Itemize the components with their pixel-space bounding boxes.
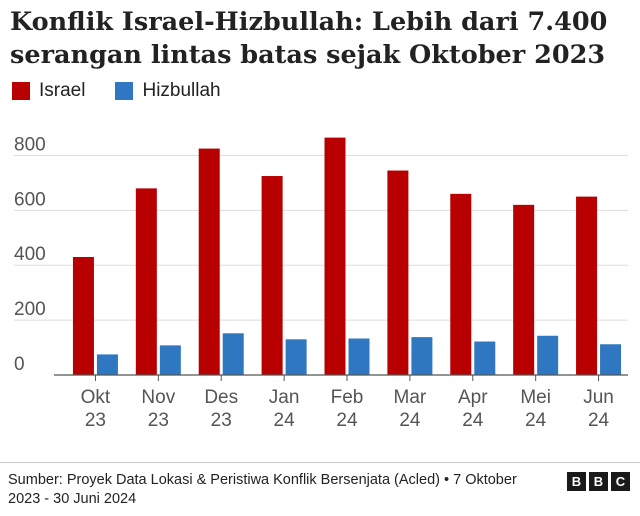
legend-label-israel: Israel bbox=[39, 80, 86, 101]
bar-hizbullah-apr bbox=[474, 341, 496, 375]
bar-israel-feb bbox=[324, 137, 346, 375]
y-tick-label: 600 bbox=[14, 189, 46, 210]
bar-israel-des bbox=[198, 148, 220, 375]
bar-israel-mei bbox=[513, 204, 535, 375]
bar-israel-okt bbox=[72, 256, 94, 375]
y-tick-label: 200 bbox=[14, 299, 46, 320]
x-tick-label-month: Jan bbox=[269, 387, 300, 408]
source-note: Sumber: Proyek Data Lokasi & Peristiwa K… bbox=[8, 472, 517, 507]
bar-israel-nov bbox=[135, 188, 157, 375]
x-tick-label-year: 24 bbox=[462, 410, 484, 431]
bar-hizbullah-feb bbox=[348, 338, 370, 375]
bar-hizbullah-nov bbox=[159, 345, 181, 375]
legend-swatch-israel bbox=[12, 82, 30, 100]
x-tick-label-year: 23 bbox=[85, 410, 106, 431]
bar-hizbullah-jan bbox=[285, 339, 307, 375]
footer-divider bbox=[0, 462, 640, 463]
bar-israel-jan bbox=[261, 176, 283, 375]
legend-swatch-hizbullah bbox=[115, 82, 134, 100]
legend-item-israel: Israel bbox=[12, 80, 85, 102]
bar-hizbullah-des bbox=[222, 333, 244, 375]
x-tick-label-year: 24 bbox=[399, 410, 421, 431]
bar-hizbullah-mar bbox=[411, 337, 433, 375]
bar-hizbullah-okt bbox=[96, 354, 118, 375]
bar-israel-mar bbox=[387, 170, 409, 375]
bar-israel-apr bbox=[450, 193, 472, 375]
x-tick-label-month: Apr bbox=[458, 387, 488, 408]
bar-chart: 0200400600800Okt23Nov23Des23Jan24Feb24Ma… bbox=[14, 134, 628, 431]
legend-item-hizbullah: Hizbullah bbox=[115, 80, 221, 102]
bbc-logo: B B C bbox=[564, 472, 630, 491]
legend-label-hizbullah: Hizbullah bbox=[142, 80, 221, 101]
x-tick-label-year: 24 bbox=[336, 410, 358, 431]
legend: Israel Hizbullah bbox=[12, 80, 251, 102]
x-tick-label-year: 23 bbox=[148, 410, 169, 431]
bar-hizbullah-mei bbox=[537, 335, 559, 375]
x-tick-label-year: 24 bbox=[588, 410, 610, 431]
y-tick-label: 0 bbox=[14, 354, 25, 375]
y-tick-label: 800 bbox=[14, 134, 46, 155]
bar-hizbullah-jun bbox=[600, 344, 622, 375]
bbc-logo-letter: B bbox=[589, 472, 608, 491]
bbc-logo-letter: B bbox=[567, 472, 586, 491]
x-tick-label-month: Feb bbox=[331, 387, 364, 408]
x-tick-label-month: Jun bbox=[583, 387, 614, 408]
x-tick-label-month: Okt bbox=[81, 387, 111, 408]
x-tick-label-year: 24 bbox=[274, 410, 296, 431]
bbc-logo-letter: C bbox=[611, 472, 630, 491]
y-tick-label: 400 bbox=[14, 244, 46, 265]
x-tick-label-month: Mar bbox=[394, 387, 427, 408]
chart-title: Konflik Israel-Hizbullah: Lebih dari 7.4… bbox=[10, 7, 608, 70]
x-tick-label-year: 23 bbox=[211, 410, 232, 431]
x-tick-label-month: Nov bbox=[141, 387, 175, 408]
x-tick-label-month: Mei bbox=[520, 387, 551, 408]
x-tick-label-month: Des bbox=[204, 387, 238, 408]
bar-israel-jun bbox=[576, 196, 598, 375]
x-tick-label-year: 24 bbox=[525, 410, 547, 431]
